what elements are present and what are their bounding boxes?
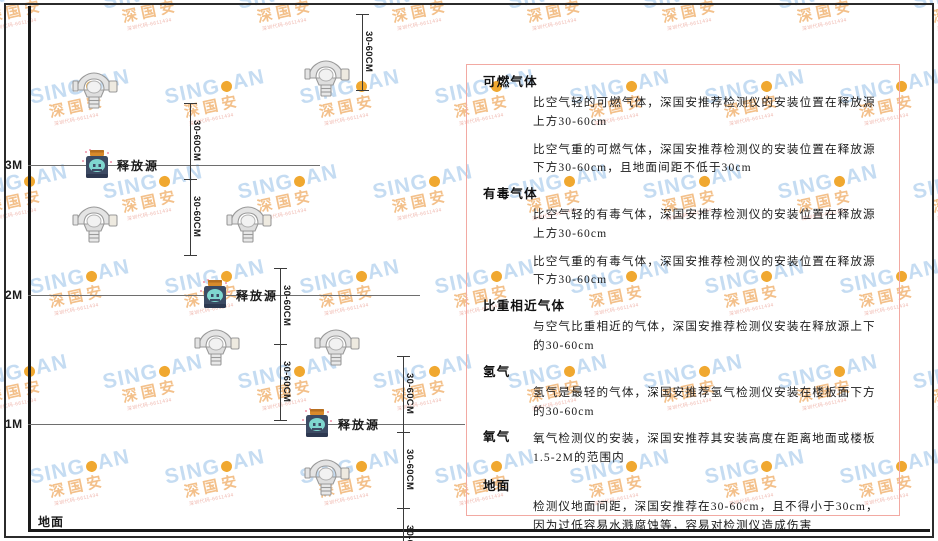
dimension-label: 30-60CM [404,449,415,491]
guideline-section: 可燃气体比空气轻的可燃气体，深国安推荐检测仪的安装位置在释放源上方30-60cm… [483,75,887,178]
source-leader-line [30,165,80,166]
gas-detector-icon [226,206,272,243]
dimension-line-lower-right [403,356,404,541]
level-line-3m [28,165,320,166]
dimension-label: 30-60CM [191,196,202,238]
guideline-paragraph: 氧气检测仪的安装，深国安推荐其安装高度在距离地面或楼板1.5-2M的范围内 [533,432,876,465]
release-source-label: 释放源 [338,418,381,432]
ground-baseline [28,529,930,532]
gas-detector [190,325,242,374]
guideline-paragraph: 与空气比重相近的气体，深国安推荐检测仪安装在释放源上下的30-60cm [533,320,876,353]
release-source-label: 释放源 [117,159,160,173]
dimension-label: 30-60CM [404,525,415,541]
gas-detector [300,455,352,504]
guideline-section: 有毒气体比空气轻的有毒气体，深国安推荐检测仪的安装位置在释放源上方30-60cm… [483,187,887,290]
source-leader-line [392,424,403,425]
gas-detector-icon [72,206,118,243]
dimension-label: 30-60CM [363,31,374,73]
guideline-section: 氢气氢气是最轻的气体，深国安推荐氢气检测仪安装在楼板面下方的30-60cm [483,365,887,422]
guideline-paragraph: 比空气轻的可燃气体，深国安推荐检测仪的安装位置在释放源上方30-60cm [533,96,876,128]
guideline-section: 氧气 氧气检测仪的安装，深国安推荐其安装高度在距离地面或楼板1.5-2M的范围内 [483,430,887,477]
dimension-line-top-center [362,14,363,90]
dimension-label: 30-60CM [191,120,202,162]
dimension-tick [274,420,287,421]
guideline-section-title: 氧气 [483,430,511,445]
guideline-section: 地面检测仪地面间距，深国安推荐在30-60cm，且不得小于30cm，因为过低容易… [483,479,887,536]
gas-detector-icon [314,329,360,366]
dimension-tick [397,432,410,433]
source-leader-line [30,424,300,425]
source-leader-line [290,295,300,296]
dimension-tick [184,179,197,180]
guideline-section-title: 地面 [483,478,511,493]
guideline-section-title: 可燃气体 [483,75,538,89]
guideline-section: 比重相近气体与空气比重相近的气体，深国安推荐检测仪安装在释放源上下的30-60c… [483,299,887,356]
gas-detector [68,68,120,117]
gas-detector-icon [304,459,350,496]
dimension-tick [356,90,369,91]
dimension-tick [356,14,369,15]
y-axis-line [28,6,31,532]
guideline-paragraph: 比空气轻的有毒气体，深国安推荐检测仪的安装位置在释放源上方30-60cm [533,208,876,240]
dimension-tick [397,356,410,357]
gas-detector [300,56,352,105]
release-source [198,278,232,317]
dimension-tick [397,508,410,509]
dimension-tick [274,268,287,269]
guideline-paragraph: 比空气重的有毒气体，深国安推荐检测仪的安装位置在释放源下方30-60cm [533,254,876,287]
release-source [80,148,114,187]
release-source [300,407,334,446]
dimension-tick [184,255,197,256]
gas-detector-icon [194,329,240,366]
dimension-label: 30-60CM [281,285,292,327]
level-label-3m: 3M [5,158,23,172]
gas-detector [222,202,274,251]
gas-detector [68,202,120,251]
guideline-paragraph: 比空气重的可燃气体，深国安推荐检测仪的安装位置在释放源下方30-60cm，且地面… [533,142,876,175]
gas-detector [310,325,362,374]
guideline-section-title: 有毒气体 [483,187,538,202]
dimension-label: 30-60CM [281,361,292,403]
release-source-icon [302,408,332,437]
release-source-label: 释放源 [236,289,279,303]
guideline-section-title: 氢气 [483,364,511,379]
dimension-tick [184,103,197,104]
gas-detector-icon [304,60,350,97]
level-label-2m: 2M [5,288,23,302]
guideline-paragraph: 检测仪地面间距，深国安推荐在30-60cm，且不得小于30cm，因为过低容易水溅… [533,499,879,532]
gas-detector-icon [72,72,118,109]
dimension-label: 30-60CM [404,373,415,415]
guideline-paragraph: 氢气是最轻的气体，深国安推荐氢气检测仪安装在楼板面下方的30-60cm [533,385,876,418]
ground-label: 地面 [38,515,65,529]
installation-guidelines-panel: 可燃气体比空气轻的可燃气体，深国安推荐检测仪的安装位置在释放源上方30-60cm… [466,64,900,532]
level-label-1m: 1M [5,417,23,431]
release-source-icon [200,279,230,308]
dimension-tick [274,344,287,345]
guideline-section-title: 比重相近气体 [483,299,566,314]
release-source-icon [82,149,112,178]
source-leader-line [30,295,198,296]
